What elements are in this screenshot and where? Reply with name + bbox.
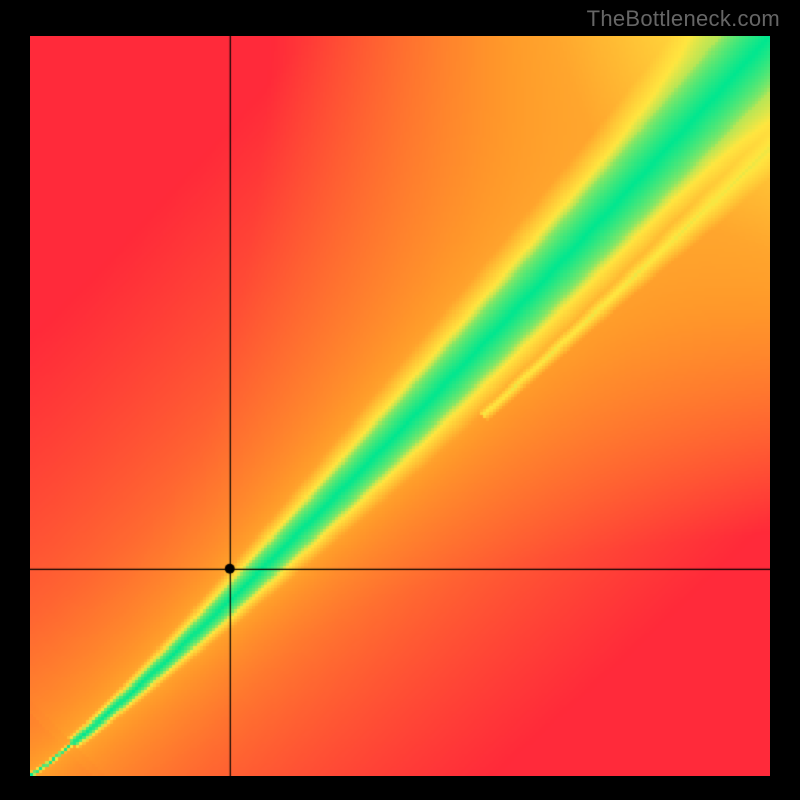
chart-container: TheBottleneck.com: [0, 0, 800, 800]
bottleneck-heatmap: [30, 36, 770, 776]
watermark-text: TheBottleneck.com: [587, 6, 780, 32]
